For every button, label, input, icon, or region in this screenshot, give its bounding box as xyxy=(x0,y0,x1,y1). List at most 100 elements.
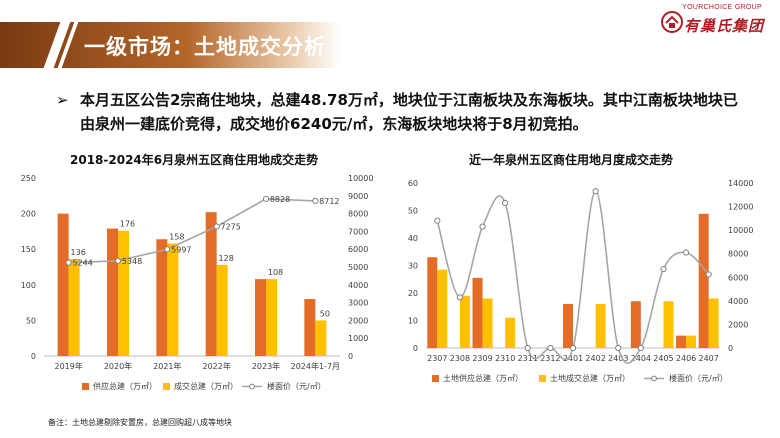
category-label: 2404 xyxy=(631,354,651,363)
price-point xyxy=(592,188,599,195)
logo-chinese-text: 有巢氏集团 xyxy=(683,17,764,35)
right-tick-label: 0 xyxy=(348,352,353,361)
right-tick-label: 12000 xyxy=(728,203,753,212)
deal-bar xyxy=(167,243,179,356)
legend-label: 土地成交总建（万㎡） xyxy=(550,373,630,383)
price-label: 5997 xyxy=(171,245,191,254)
category-label: 2307 xyxy=(427,354,447,363)
left-tick-label: 40 xyxy=(408,234,418,243)
price-point xyxy=(456,294,464,301)
summary-bullet: ➢ 本月五区公告2宗商住地块，总建48.78万㎡，地块位于江南板块及东海板块。其… xyxy=(56,88,748,136)
right-tick-label: 4000 xyxy=(348,281,368,290)
deal-bar xyxy=(118,230,129,356)
left-tick-label: 30 xyxy=(408,262,418,271)
left-tick-label: 0 xyxy=(31,352,36,361)
left-tick-label: 150 xyxy=(21,245,36,254)
deal-bar-label: 108 xyxy=(268,268,283,277)
legend-price-marker xyxy=(249,383,255,390)
right-tick-label: 6000 xyxy=(728,273,748,282)
category-label: 2403 xyxy=(608,354,628,363)
category-label: 2020年 xyxy=(104,361,132,371)
deal-bar xyxy=(459,295,470,348)
company-logo-icon xyxy=(661,11,683,33)
left-tick-label: 60 xyxy=(408,179,418,188)
price-label: 5348 xyxy=(122,257,142,266)
right-tick-label: 3000 xyxy=(348,299,368,308)
legend-label: 土地供应总建（万㎡） xyxy=(443,373,523,383)
price-label: 8828 xyxy=(270,195,290,204)
right-tick-label: 0 xyxy=(728,344,733,353)
right-tick-label: 2000 xyxy=(348,316,368,325)
price-point xyxy=(524,344,531,352)
category-label: 2406 xyxy=(676,354,696,363)
right-tick-label: 10000 xyxy=(348,174,373,183)
right-tick-label: 1000 xyxy=(348,334,368,343)
category-label: 2405 xyxy=(653,354,673,363)
price-point xyxy=(65,259,72,266)
price-point xyxy=(682,249,690,256)
category-label: 2023年 xyxy=(252,361,280,371)
supply-bar xyxy=(156,239,168,356)
bullet-arrow-icon: ➢ xyxy=(56,91,69,109)
category-label: 2308 xyxy=(450,354,470,363)
deal-bar xyxy=(437,269,448,348)
price-label: 5244 xyxy=(72,259,92,268)
legend-supply-swatch xyxy=(82,383,89,390)
deal-bar xyxy=(315,320,327,356)
price-point xyxy=(114,257,122,264)
legend-deal-swatch xyxy=(539,375,546,382)
price-point xyxy=(637,344,644,352)
chart1-title: 2018-2024年6月泉州五区商住用地成交走势 xyxy=(70,153,319,167)
annual-land-chart: 0 50 100 150 200 250 0 1000 2000 3000 4000 5000 6000… xyxy=(21,174,374,391)
legend-label: 楼面价（元/㎡） xyxy=(267,381,326,391)
supply-bar xyxy=(472,277,483,348)
price-point xyxy=(547,344,554,352)
price-point xyxy=(502,199,509,207)
category-label: 2311 xyxy=(518,354,538,363)
left-tick-label: 10 xyxy=(408,317,418,326)
category-label: 2021年 xyxy=(153,361,181,371)
supply-bar xyxy=(630,301,641,348)
price-point xyxy=(705,271,712,278)
deal-bar xyxy=(216,264,228,356)
legend-deal-swatch xyxy=(163,383,170,390)
deal-bar xyxy=(266,279,277,356)
left-tick-label: 50 xyxy=(408,207,418,216)
price-label: 8712 xyxy=(319,197,339,206)
price-point xyxy=(660,265,667,273)
deal-bar xyxy=(505,317,516,348)
price-point xyxy=(479,223,486,230)
left-tick-label: 200 xyxy=(21,210,36,219)
right-tick-label: 6000 xyxy=(348,245,368,254)
price-point xyxy=(434,217,441,224)
category-label: 2312 xyxy=(540,354,560,363)
legend-label: 楼面价（元/㎡） xyxy=(669,373,728,383)
category-label: 2407 xyxy=(699,354,719,363)
supply-bar xyxy=(563,304,573,348)
supply-bar xyxy=(676,335,687,348)
left-tick-label: 250 xyxy=(21,174,36,183)
deal-bar-label: 128 xyxy=(219,254,234,263)
supply-bar xyxy=(205,212,217,356)
deal-bar xyxy=(686,335,697,348)
supply-bar xyxy=(107,228,118,356)
deal-bar xyxy=(663,301,674,348)
deal-bar xyxy=(595,304,606,348)
supply-bar xyxy=(57,213,69,356)
price-point xyxy=(262,195,270,202)
left-tick-label: 50 xyxy=(26,316,36,325)
right-tick-label: 2000 xyxy=(728,320,748,329)
page-title: 一级市场：土地成交分析 xyxy=(84,35,326,59)
right-tick-label: 14000 xyxy=(728,179,753,188)
category-label: 2309 xyxy=(472,354,492,363)
legend-price-marker xyxy=(651,375,657,382)
price-label: 7275 xyxy=(220,223,240,232)
right-tick-label: 5000 xyxy=(348,263,368,272)
price-line xyxy=(68,198,316,264)
supply-bar xyxy=(698,213,709,348)
deal-bar-label: 158 xyxy=(169,233,184,242)
deal-bar xyxy=(708,298,719,348)
left-tick-label: 100 xyxy=(21,281,36,290)
right-tick-label: 8000 xyxy=(728,250,748,259)
chart2-title: 近一年泉州五区商住用地月度成交走势 xyxy=(469,153,674,167)
